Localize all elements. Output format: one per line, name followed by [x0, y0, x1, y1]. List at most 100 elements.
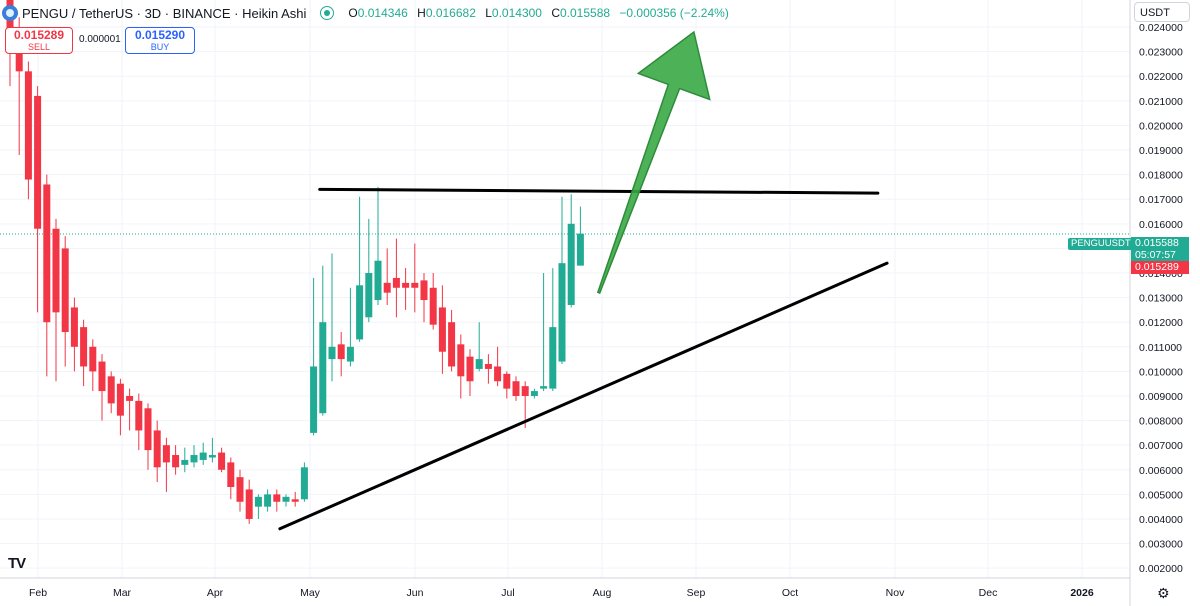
candle-body	[245, 489, 253, 519]
y-axis-tick-label: 0.008000	[1139, 416, 1183, 428]
candle-body	[153, 430, 161, 468]
candle-body	[300, 467, 308, 500]
change-value: −0.000356 (−2.24%)	[619, 6, 729, 20]
pengu-logo-icon	[2, 5, 18, 21]
candle-body	[172, 455, 180, 468]
candle-body	[282, 496, 290, 502]
candle-body	[567, 223, 575, 305]
high-label: H	[417, 6, 426, 20]
candle-body	[273, 494, 281, 502]
bar-countdown: 05:07:57	[1135, 248, 1176, 261]
buy-button[interactable]: 0.015290 BUY	[125, 27, 195, 54]
candle-body	[503, 373, 511, 389]
x-axis-tick-label: Apr	[207, 587, 224, 599]
y-axis-tick-label: 0.021000	[1139, 96, 1183, 108]
horizontal-resistance-line[interactable]	[318, 187, 880, 195]
candle-body	[34, 95, 42, 229]
candle-body	[135, 400, 143, 431]
candle-body	[15, 36, 23, 72]
y-axis-tick-label: 0.012000	[1139, 317, 1183, 329]
candle-body	[218, 452, 226, 470]
candle-body	[116, 383, 124, 416]
candle-body	[181, 459, 189, 465]
candle-body	[310, 366, 318, 433]
market-status-icon[interactable]	[320, 6, 335, 20]
x-axis-tick-label: Feb	[29, 587, 47, 599]
close-value: 0.015588	[560, 6, 611, 20]
candle-body	[521, 386, 529, 396]
y-axis-tick-label: 0.018000	[1139, 170, 1183, 182]
buy-price: 0.015290	[134, 28, 186, 42]
candle-body	[429, 287, 437, 325]
candle-body	[337, 344, 345, 360]
y-axis-tick-label: 0.005000	[1139, 489, 1183, 501]
y-axis-tick-label: 0.016000	[1139, 219, 1183, 231]
candle-body	[199, 452, 207, 460]
buy-label: BUY	[150, 42, 170, 52]
x-axis-tick-label: Mar	[113, 587, 132, 599]
up-arrow-drawing[interactable]	[596, 30, 711, 294]
open-value: 0.014346	[357, 6, 408, 20]
currency-button[interactable]: USDT	[1134, 2, 1190, 22]
candle-body	[420, 280, 428, 301]
x-axis-tick-label: Sep	[687, 587, 706, 599]
y-axis-tick-label: 0.024000	[1139, 22, 1183, 34]
x-axis-tick-label: Jul	[501, 587, 514, 599]
y-axis-tick-label: 0.003000	[1139, 539, 1183, 551]
candle-body	[264, 494, 272, 507]
symbol-title[interactable]: PENGU / TetherUS · 3D · BINANCE · Heikin…	[22, 5, 307, 21]
candle-body	[402, 282, 410, 288]
candle-body	[61, 248, 69, 333]
candle-body	[24, 71, 32, 180]
open-label: O	[348, 6, 358, 20]
y-axis-tick-label: 0.023000	[1139, 47, 1183, 59]
candle-body	[80, 327, 88, 367]
candle-body	[540, 386, 548, 389]
candle-body	[383, 282, 391, 293]
tradingview-logo-icon[interactable]: TV	[8, 555, 26, 572]
y-axis-tick-label: 0.020000	[1139, 120, 1183, 132]
sell-button[interactable]: 0.015289 SELL	[5, 27, 73, 54]
candle-body	[549, 327, 557, 389]
y-axis-tick-label: 0.002000	[1139, 563, 1183, 575]
candle-body	[291, 499, 299, 502]
rising-support-line[interactable]	[278, 261, 889, 531]
ohlc-readout: O0.014346 H0.016682 L0.014300 C0.015588 …	[348, 6, 734, 20]
x-axis-tick-label: Nov	[886, 587, 905, 599]
chart-header: PENGU / TetherUS · 3D · BINANCE · Heikin…	[0, 0, 735, 26]
candle-body	[576, 233, 584, 266]
candle-body	[411, 282, 419, 288]
candle-body	[466, 356, 474, 382]
candle-body	[98, 361, 106, 392]
last-price-tag: 0.015588 05:07:57	[1131, 237, 1189, 262]
close-label: C	[551, 6, 560, 20]
candle-body	[530, 391, 538, 396]
x-axis-tick-label: Jun	[407, 587, 424, 599]
bid-price-tag: 0.015289	[1131, 261, 1189, 274]
candle-body	[70, 307, 78, 347]
candle-body	[448, 322, 456, 367]
candle-body	[365, 273, 373, 318]
candle-body	[43, 184, 51, 323]
y-axis-tick-label: 0.011000	[1139, 342, 1182, 354]
gear-icon[interactable]: ⚙	[1157, 585, 1170, 601]
x-axis-tick-label: Oct	[782, 587, 798, 599]
candle-body	[457, 344, 465, 377]
candle-body	[494, 366, 502, 382]
x-axis-tick-label: Dec	[979, 587, 998, 599]
high-value: 0.016682	[425, 6, 476, 20]
y-axis-tick-label: 0.013000	[1139, 293, 1183, 305]
candle-body	[190, 455, 198, 463]
y-axis-tick-label: 0.004000	[1139, 514, 1183, 526]
candle-body	[558, 263, 566, 362]
spread-value: 0.000001	[79, 34, 121, 45]
candle-body	[484, 364, 492, 369]
x-axis-tick-label: May	[300, 587, 321, 599]
low-value: 0.014300	[491, 6, 542, 20]
sell-price: 0.015289	[13, 28, 65, 42]
low-label: L	[485, 6, 492, 20]
candle-body	[254, 496, 262, 507]
candle-body	[392, 277, 400, 288]
